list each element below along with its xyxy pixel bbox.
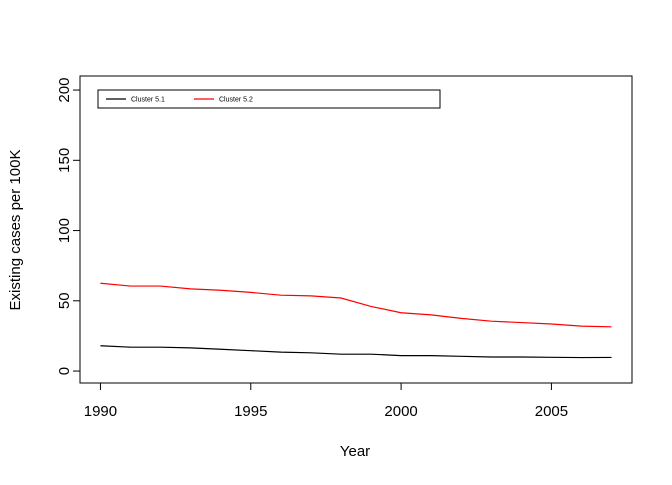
y-tick-label: 150 — [56, 148, 73, 173]
plot-box — [79, 75, 633, 384]
x-tick-label: 2000 — [384, 403, 417, 420]
legend-label: Cluster 5.2 — [219, 97, 253, 104]
y-tick-label: 0 — [56, 367, 73, 375]
y-tick-label: 100 — [56, 218, 73, 243]
x-tick-label: 1995 — [234, 403, 267, 420]
y-tick-label: 50 — [56, 292, 73, 309]
series-line — [100, 282, 612, 328]
y-tick-label: 200 — [56, 78, 73, 103]
x-tick-label: 2005 — [535, 403, 568, 420]
x-tick-label: 1990 — [84, 403, 117, 420]
y-axis-label: Existing cases per 100K — [7, 150, 24, 311]
series-line — [100, 345, 612, 359]
legend-box — [97, 89, 441, 109]
legend-label: Cluster 5.1 — [131, 97, 165, 104]
x-axis-label: Year — [340, 443, 370, 460]
